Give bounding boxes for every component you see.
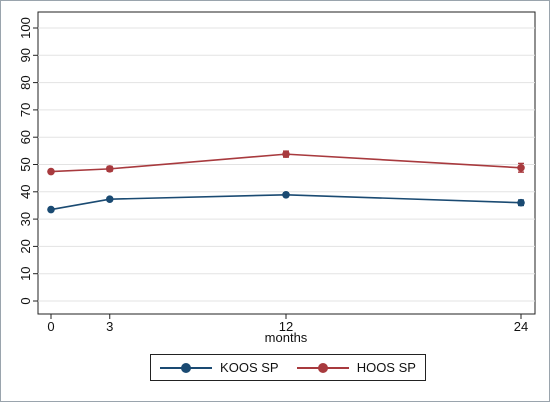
y-tick-label: 0 — [18, 297, 33, 304]
series — [47, 150, 525, 214]
legend-label-koos: KOOS SP — [220, 360, 279, 375]
data-point — [282, 150, 290, 158]
y-tick-label: 20 — [18, 239, 33, 253]
y-tick-label: 60 — [18, 130, 33, 144]
legend-swatch-koos — [160, 362, 213, 373]
legend-item-hoos: HOOS SP — [296, 360, 416, 375]
y-tick-label: 80 — [18, 75, 33, 89]
plot-area — [37, 11, 536, 315]
y-tick-label: 90 — [18, 48, 33, 62]
x-tick-label: 3 — [106, 319, 113, 334]
axes: 0 10 20 30 40 50 60 70 80 90 100 0 3 12 24 — [18, 17, 528, 334]
data-point — [105, 165, 114, 173]
x-axis-label: months — [265, 330, 308, 345]
data-point — [47, 167, 55, 176]
y-tick-label: 70 — [18, 103, 33, 117]
y-tick-label: 40 — [18, 185, 33, 199]
legend-swatch-hoos — [296, 362, 349, 373]
series-line-2 — [50, 153, 522, 173]
y-tick-label: 50 — [18, 157, 33, 171]
x-tick-label: 12 — [279, 319, 293, 334]
data-point — [282, 191, 290, 199]
data-point — [105, 195, 114, 203]
series-line-1 — [50, 194, 522, 211]
x-tick-label: 0 — [47, 319, 54, 334]
legend: KOOS SP HOOS SP — [150, 354, 426, 381]
data-point — [517, 198, 525, 207]
y-tick-label: 30 — [18, 212, 33, 226]
data-point — [517, 163, 525, 172]
data-point — [47, 205, 55, 214]
y-tick-label: 100 — [18, 17, 33, 39]
y-tick-label: 10 — [18, 266, 33, 280]
legend-label-hoos: HOOS SP — [356, 360, 416, 375]
x-tick-label: 24 — [514, 319, 528, 334]
legend-item-koos: KOOS SP — [160, 360, 279, 375]
